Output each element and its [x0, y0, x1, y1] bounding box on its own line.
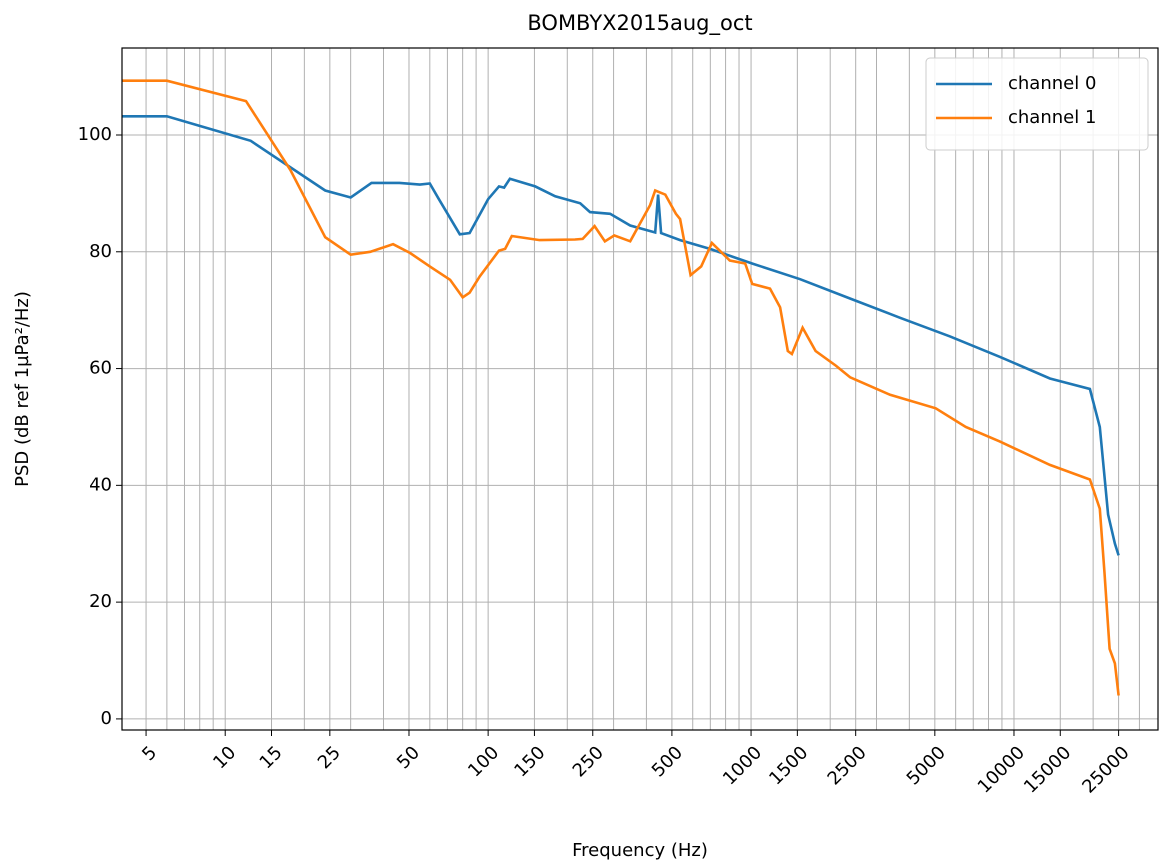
line-series [122, 115, 1120, 556]
x-tick-label: 50 [393, 742, 424, 773]
x-tick-label: 2500 [824, 742, 871, 789]
line-series [122, 79, 1120, 696]
x-tick-label: 1500 [765, 742, 812, 789]
y-tick-label: 80 [89, 241, 112, 262]
x-tick-label: 1000 [719, 742, 766, 789]
x-tick-label: 10000 [974, 742, 1029, 797]
x-tick-label: 25000 [1078, 742, 1133, 797]
x-tick-label: 5 [138, 742, 161, 765]
plot-frame [121, 47, 1159, 731]
legend-label: channel 0 [1008, 73, 1096, 94]
x-tick-label: 5000 [903, 742, 950, 789]
chart-title: BOMBYX2015aug_oct [527, 11, 752, 36]
x-axis-label: Frequency (Hz) [572, 840, 708, 861]
x-tick-label: 25 [314, 742, 345, 773]
legend: channel 0 channel 1 [925, 57, 1149, 151]
x-tick-label: 15000 [1020, 742, 1075, 797]
x-tick-label: 500 [648, 742, 687, 781]
x-tick-label: 15 [256, 742, 287, 773]
y-tick-label: 20 [89, 591, 112, 612]
legend-label: channel 1 [1008, 107, 1096, 128]
y-tick-label: 100 [78, 124, 112, 145]
y-tick-label: 40 [89, 474, 112, 495]
x-tick-label: 100 [464, 742, 503, 781]
x-tick-label: 250 [569, 742, 608, 781]
y-axis-label: PSD (dB ref 1µPa²/Hz) [12, 291, 33, 487]
x-tick-label: 150 [510, 742, 549, 781]
y-tick-label: 0 [101, 708, 112, 729]
legend-box [925, 57, 1149, 151]
y-tick-label: 60 [89, 358, 112, 379]
x-tick-label: 10 [209, 742, 240, 773]
